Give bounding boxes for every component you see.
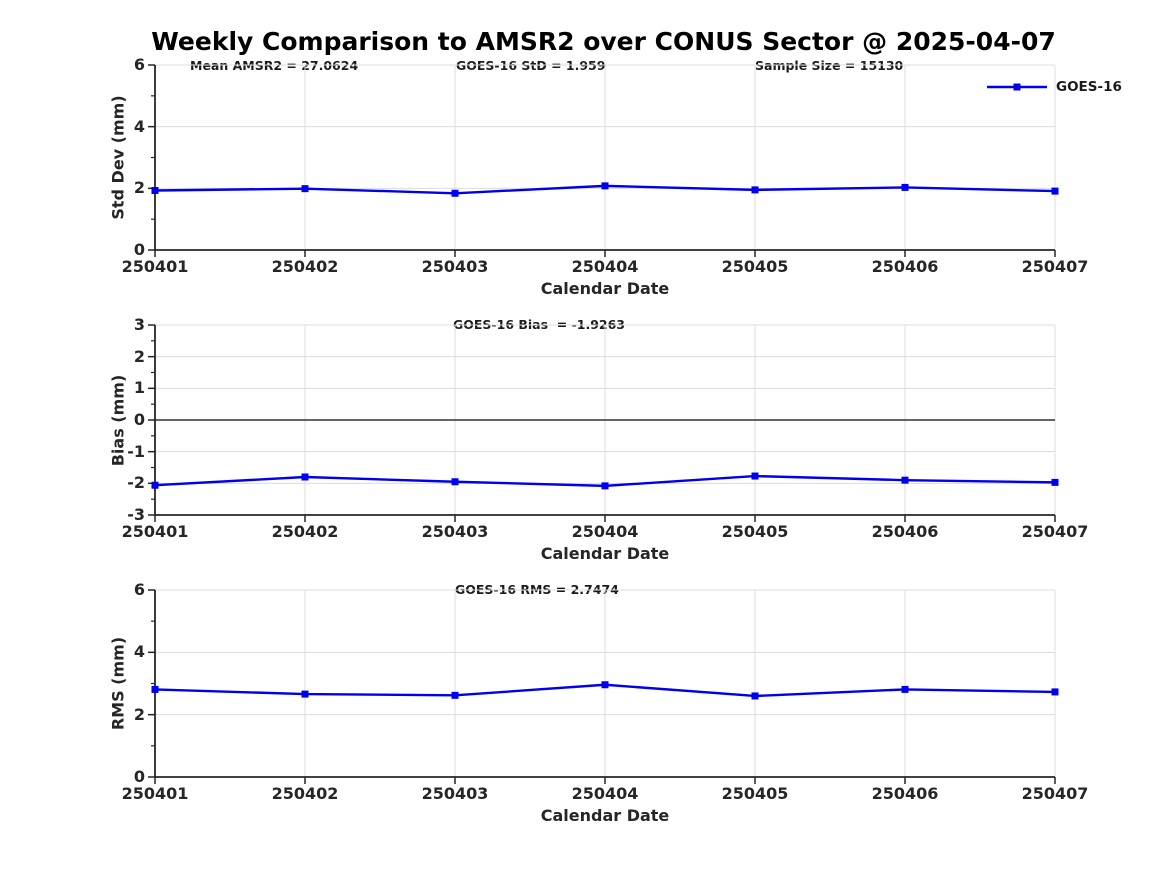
std-dev-x-axis-label: Calendar Date [540,279,670,298]
rms-x-tick-label: 250401 [121,784,189,803]
bias-x-tick-label: 250406 [871,522,939,541]
std-dev-y-axis-label: Std Dev (mm) [108,95,128,220]
bias-x-tick-label: 250401 [121,522,189,541]
std-dev-x-tick-label: 250406 [871,257,939,276]
std-dev-x-tick-label: 250407 [1021,257,1089,276]
rms-x-axis-label: Calendar Date [540,806,670,825]
legend-line-marker-icon [987,83,1047,91]
rms-y-axis-label: RMS (mm) [108,636,128,731]
bias-x-axis-label: Calendar Date [540,544,670,563]
bias-line-chart [148,324,1059,522]
rms-x-tick-label: 250404 [571,784,639,803]
rms-x-tick-label: 250406 [871,784,939,803]
rms-x-tick-label: 250403 [421,784,489,803]
rms-x-tick-label: 250402 [271,784,339,803]
legend-label: GOES-16 [1056,79,1122,95]
chart-title: Weekly Comparison to AMSR2 over CONUS Se… [151,27,1056,56]
rms-x-tick-label: 250405 [721,784,789,803]
std-dev-x-tick-label: 250404 [571,257,639,276]
std-dev-line-chart [148,64,1059,257]
bias-x-tick-label: 250402 [271,522,339,541]
bias-x-tick-label: 250407 [1021,522,1089,541]
rms-x-tick-label: 250407 [1021,784,1089,803]
rms-line-chart [148,589,1059,784]
std-dev-x-tick-label: 250401 [121,257,189,276]
bias-y-axis-label: Bias (mm) [108,374,128,467]
std-dev-x-tick-label: 250403 [421,257,489,276]
bias-plot-area [148,324,1059,522]
bias-x-tick-label: 250403 [421,522,489,541]
std-dev-x-tick-label: 250402 [271,257,339,276]
std-dev-plot-area [148,64,1059,257]
rms-plot-area [148,589,1059,784]
bias-x-tick-label: 250405 [721,522,789,541]
bias-x-tick-label: 250404 [571,522,639,541]
legend: GOES-16 [985,76,1122,98]
std-dev-x-tick-label: 250405 [721,257,789,276]
